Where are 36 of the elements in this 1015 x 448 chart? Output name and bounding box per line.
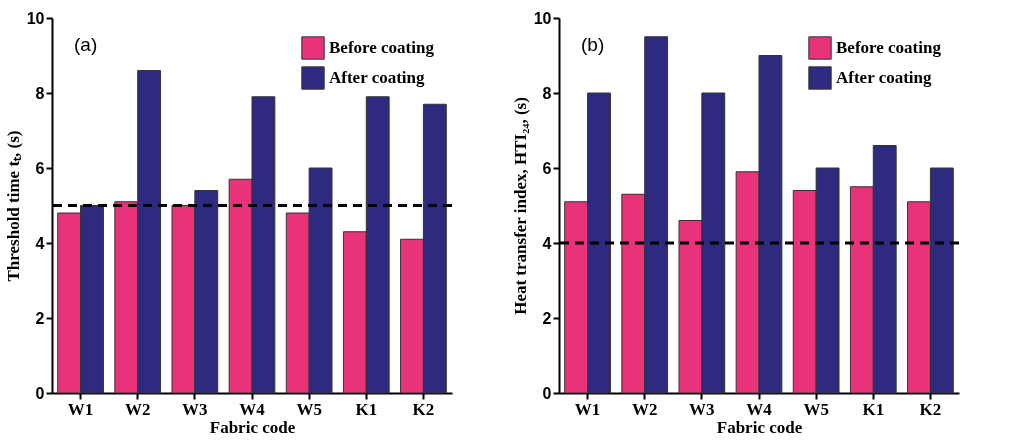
y-tick-label: 10: [533, 9, 552, 27]
x-tick-label: W4: [239, 399, 266, 419]
y-tick-label: 0: [542, 384, 552, 402]
x-tick-label: K2: [919, 399, 942, 419]
x-axis-title: Fabric code: [209, 417, 296, 437]
y-tick-label: 2: [542, 309, 552, 327]
y-tick-label: 10: [26, 9, 45, 27]
y-tick-label: 8: [542, 84, 552, 102]
y-tick-label: 4: [35, 234, 45, 252]
x-axis-title: Fabric code: [716, 417, 803, 437]
x-tick-label: W1: [67, 399, 94, 419]
legend-label: Before coating: [329, 38, 435, 57]
y-tick-label: 6: [35, 159, 45, 177]
y-tick-label: 0: [35, 384, 45, 402]
y-axis-title: Threshold time tₜ, (s): [3, 130, 23, 282]
x-tick-label: W5: [803, 399, 829, 419]
legend-label: After coating: [329, 68, 426, 87]
x-tick-label: W5: [296, 399, 322, 419]
y-tick-label: 4: [542, 234, 552, 252]
x-tick-label: K2: [412, 399, 435, 419]
x-tick-label: W3: [689, 399, 715, 419]
x-tick-label: W3: [182, 399, 208, 419]
legend-label: Before coating: [836, 38, 942, 57]
annotation: (a): [74, 34, 98, 55]
y-tick-label: 8: [35, 84, 45, 102]
y-tick-label: 6: [542, 159, 552, 177]
x-tick-label: W1: [574, 399, 601, 419]
x-tick-label: W4: [746, 399, 773, 419]
annotation: (b): [581, 34, 605, 55]
x-tick-label: W2: [631, 399, 658, 419]
y-tick-label: 2: [35, 309, 45, 327]
x-tick-label: K1: [862, 399, 885, 419]
y-axis-title: Heat transfer index, HTI₂₄, (s): [510, 97, 530, 315]
x-tick-label: W2: [124, 399, 151, 419]
legend-label: After coating: [836, 68, 933, 87]
x-tick-label: K1: [355, 399, 378, 419]
